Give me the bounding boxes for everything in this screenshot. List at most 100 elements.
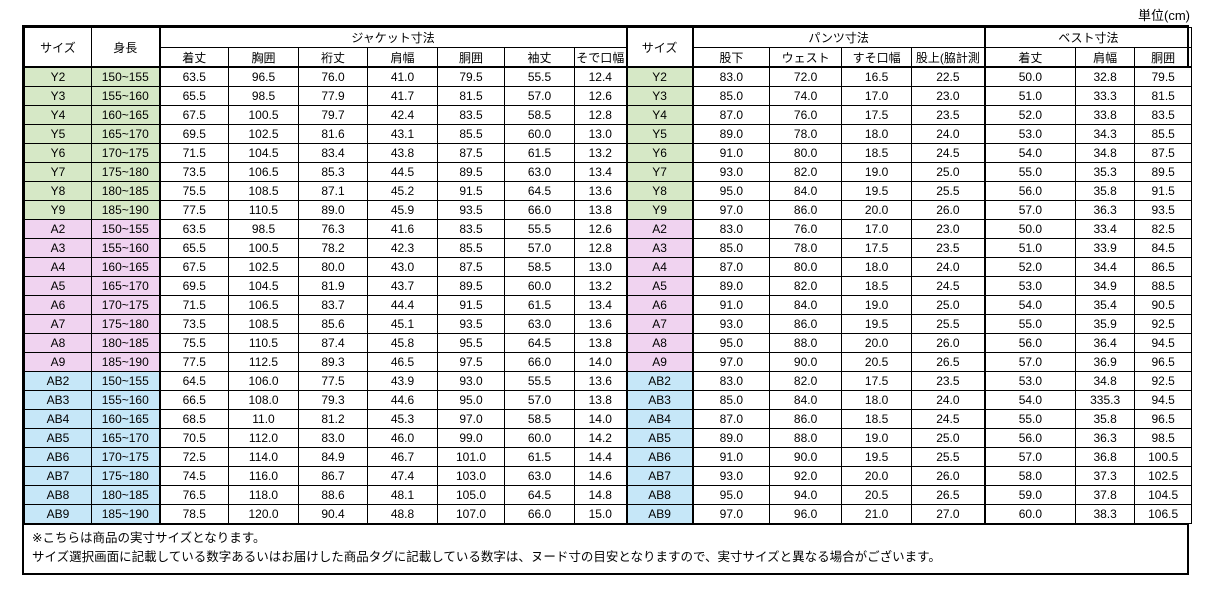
vest-value-cell: 35.8: [1075, 409, 1136, 429]
jacket-value-cell: 78.5: [158, 504, 229, 524]
jacket-value-cell: 73.5: [158, 314, 229, 334]
jacket-value-cell: 110.5: [228, 333, 299, 353]
height-cell: 155~160: [91, 86, 160, 106]
table-row: Y5 165~170 69.5 102.5 81.6 43.1 85.5 60.0 13.0 Y5…: [24, 124, 1193, 144]
jacket-value-cell: 81.6: [298, 124, 368, 144]
jacket-value-cell: 46.5: [367, 352, 438, 372]
pants-value-cell: 17.0: [841, 86, 913, 106]
pants-value-cell: 87.0: [692, 409, 771, 429]
jacket-value-cell: 43.7: [367, 276, 438, 296]
table-row: Y3 155~160 65.5 98.5 77.9 41.7 81.5 57.0 12.6 Y3 8…: [24, 86, 1193, 106]
pants-value-cell: 21.0: [841, 504, 913, 524]
pants-value-cell: 26.0: [911, 466, 986, 486]
pants-value-cell: 88.0: [769, 428, 843, 448]
jacket-value-cell: 13.8: [573, 390, 628, 410]
table-row: A3 155~160 65.5 100.5 78.2 42.3 85.5 57.0 12.8 A3…: [24, 238, 1193, 258]
pants-value-cell: 20.5: [841, 485, 913, 505]
col-header-jacket-cuff-width: そで口幅: [573, 47, 628, 68]
table-row: Y6 170~175 71.5 104.5 83.4 43.8 87.5 61.5 13.2 Y6…: [24, 143, 1193, 163]
table-row: Y2 150~155 63.5 96.5 76.0 41.0 79.5 55.5 12.4 Y2 8…: [24, 66, 1193, 87]
pants-value-cell: 17.5: [841, 105, 913, 125]
size-cell: Y9: [24, 200, 92, 220]
size-cell-middle: A6: [625, 295, 694, 315]
jacket-value-cell: 13.2: [573, 143, 628, 163]
pants-value-cell: 23.0: [911, 219, 986, 239]
jacket-value-cell: 108.0: [228, 390, 299, 410]
jacket-value-cell: 97.0: [437, 409, 505, 429]
pants-value-cell: 26.5: [911, 352, 986, 372]
col-header-pants-rise: 股上(脇計測: [911, 47, 986, 68]
pants-value-cell: 92.0: [769, 466, 843, 486]
jacket-value-cell: 13.0: [573, 124, 628, 144]
jacket-value-cell: 48.8: [367, 504, 438, 524]
size-cell-middle: Y7: [625, 162, 694, 182]
vest-value-cell: 55.0: [983, 162, 1077, 182]
pants-value-cell: 86.0: [769, 314, 843, 334]
pants-value-cell: 93.0: [692, 162, 771, 182]
pants-value-cell: 72.0: [769, 66, 843, 87]
vest-value-cell: 90.5: [1134, 295, 1193, 315]
height-cell: 175~180: [91, 466, 160, 486]
jacket-value-cell: 65.5: [158, 238, 229, 258]
vest-value-cell: 53.0: [983, 124, 1077, 144]
pants-value-cell: 89.0: [692, 276, 771, 296]
size-cell-middle: A9: [625, 352, 694, 372]
table-row: A6 170~175 71.5 106.5 83.7 44.4 91.5 61.5 13.4 A6…: [24, 295, 1193, 315]
jacket-value-cell: 79.5: [437, 66, 505, 87]
jacket-value-cell: 90.4: [298, 504, 368, 524]
jacket-value-cell: 89.5: [437, 276, 505, 296]
jacket-value-cell: 89.3: [298, 352, 368, 372]
pants-value-cell: 85.0: [692, 390, 771, 410]
jacket-value-cell: 87.5: [437, 143, 505, 163]
size-cell-middle: AB7: [625, 466, 694, 486]
pants-value-cell: 23.0: [911, 86, 986, 106]
pants-value-cell: 95.0: [692, 485, 771, 505]
pants-value-cell: 93.0: [692, 466, 771, 486]
pants-value-cell: 96.0: [769, 504, 843, 524]
table-row: Y4 160~165 67.5 100.5 79.7 42.4 83.5 58.5 12.8 Y4…: [24, 105, 1193, 125]
jacket-value-cell: 45.2: [367, 181, 438, 201]
pants-value-cell: 25.0: [911, 295, 986, 315]
vest-value-cell: 56.0: [983, 333, 1077, 353]
vest-value-cell: 34.9: [1075, 276, 1136, 296]
jacket-value-cell: 79.7: [298, 105, 368, 125]
col-header-jacket-body-length: 着丈: [158, 47, 229, 68]
vest-value-cell: 79.5: [1134, 66, 1193, 87]
jacket-value-cell: 57.0: [504, 86, 575, 106]
height-cell: 175~180: [91, 314, 160, 334]
size-cell-middle: AB8: [625, 485, 694, 505]
pants-value-cell: 25.5: [911, 181, 986, 201]
height-cell: 170~175: [91, 447, 160, 467]
size-cell: Y3: [24, 86, 92, 106]
jacket-value-cell: 106.0: [228, 371, 299, 391]
vest-value-cell: 88.5: [1134, 276, 1193, 296]
vest-value-cell: 52.0: [983, 105, 1077, 125]
table-row: AB2 150~155 64.5 106.0 77.5 43.9 93.0 55.5 13.6 A…: [24, 371, 1193, 391]
size-cell: A6: [24, 295, 92, 315]
vest-value-cell: 50.0: [983, 219, 1077, 239]
jacket-value-cell: 77.9: [298, 86, 368, 106]
jacket-value-cell: 76.0: [298, 66, 368, 87]
jacket-value-cell: 43.9: [367, 371, 438, 391]
jacket-value-cell: 13.6: [573, 371, 628, 391]
unit-label: 単位(cm): [1138, 8, 1190, 23]
jacket-value-cell: 58.5: [504, 105, 575, 125]
col-header-height: 身長: [91, 27, 160, 68]
jacket-value-cell: 13.6: [573, 314, 628, 334]
jacket-value-cell: 120.0: [228, 504, 299, 524]
size-cell: A3: [24, 238, 92, 258]
vest-value-cell: 54.0: [983, 295, 1077, 315]
size-cell: A7: [24, 314, 92, 334]
vest-value-cell: 35.8: [1075, 181, 1136, 201]
height-cell: 185~190: [91, 352, 160, 372]
size-cell: Y8: [24, 181, 92, 201]
jacket-value-cell: 96.5: [228, 66, 299, 87]
vest-value-cell: 335.3: [1075, 390, 1136, 410]
height-cell: 160~165: [91, 105, 160, 125]
jacket-value-cell: 69.5: [158, 124, 229, 144]
height-cell: 180~185: [91, 181, 160, 201]
vest-value-cell: 35.3: [1075, 162, 1136, 182]
vest-value-cell: 53.0: [983, 276, 1077, 296]
pants-value-cell: 89.0: [692, 428, 771, 448]
